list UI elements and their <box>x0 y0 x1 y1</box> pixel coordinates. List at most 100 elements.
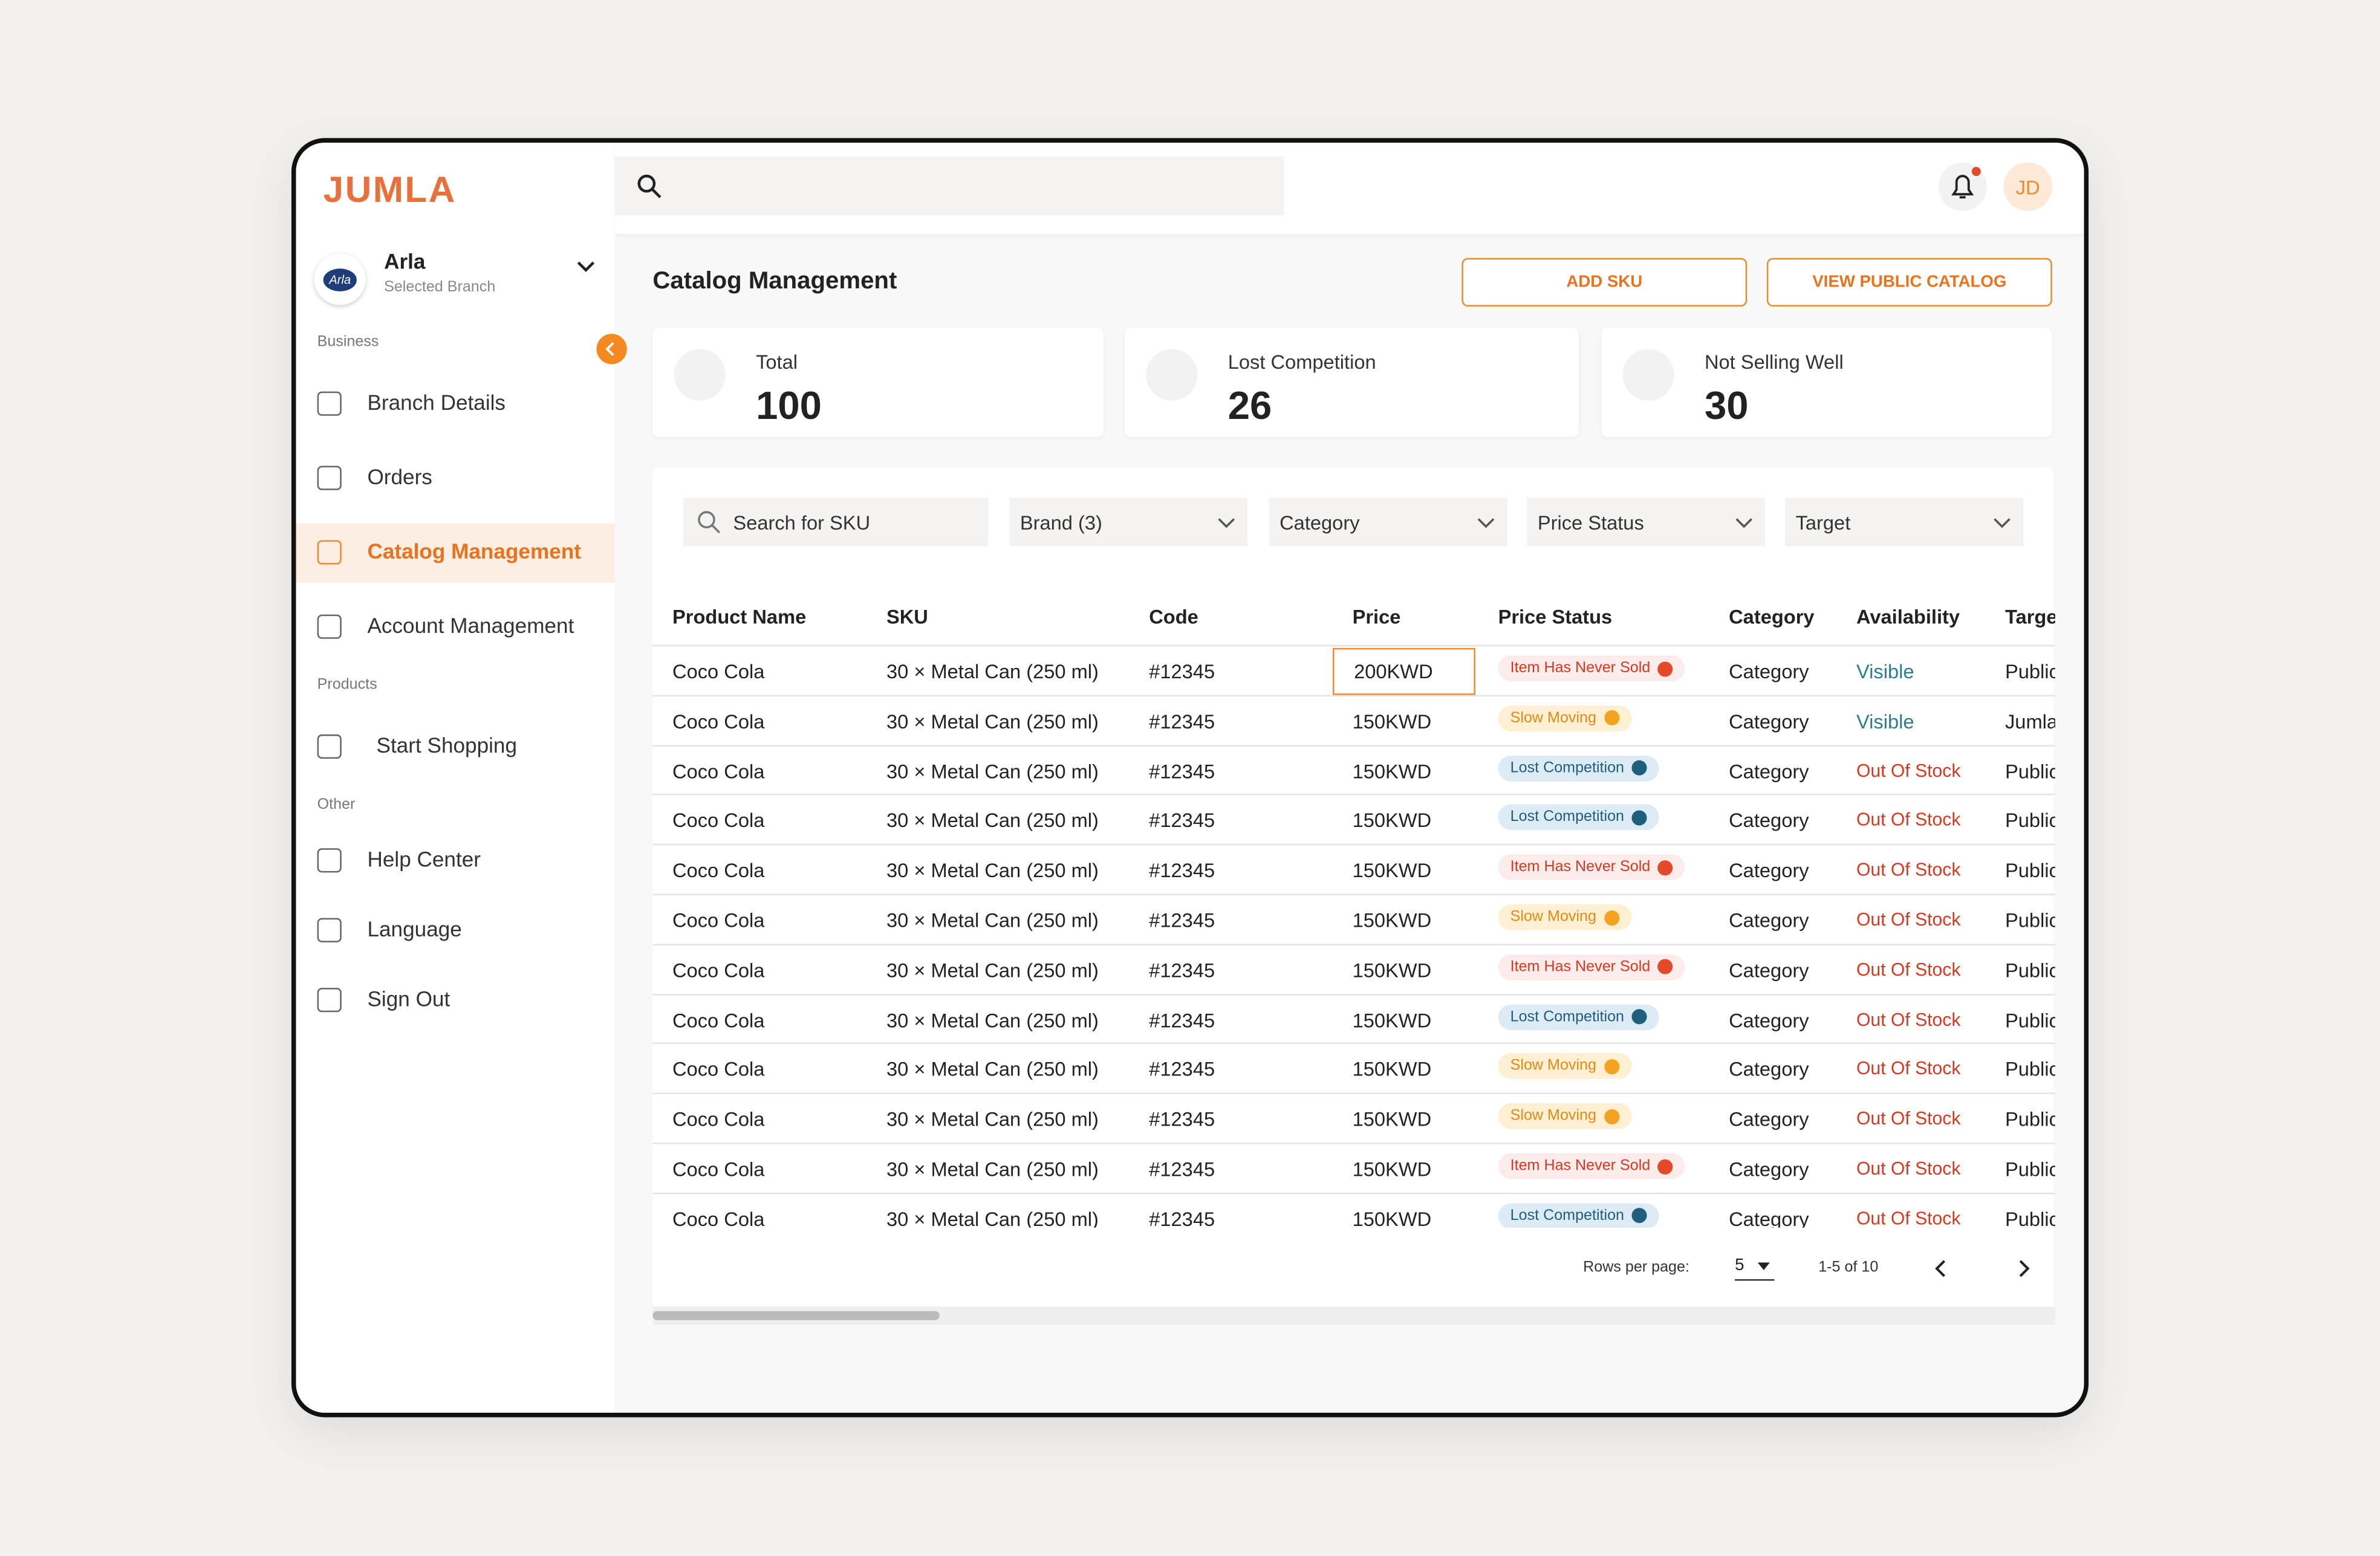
table-cell: Public <box>2004 1107 2055 1131</box>
status-text: Slow Moving <box>1510 909 1596 926</box>
user-avatar[interactable]: JD <box>2003 162 2052 211</box>
table-cell: #12345 <box>1149 1107 1215 1131</box>
top-bar: JD <box>614 142 2084 234</box>
table-cell[interactable]: 150KWD <box>1352 809 1432 832</box>
search-icon <box>698 511 721 534</box>
table-cell: Public <box>2004 958 2055 982</box>
rows-select[interactable]: 5 <box>1735 1256 1775 1281</box>
table-cell: Coco Cola <box>672 958 765 982</box>
next-page[interactable] <box>2016 1259 2031 1277</box>
table-cell: Out Of Stock <box>1856 1107 1961 1130</box>
status-dot <box>1657 860 1673 875</box>
column-header: Target <box>2004 605 2055 629</box>
table-cell: 30 × Metal Can (250 ml) <box>886 1058 1099 1081</box>
prev-page[interactable] <box>1934 1259 1949 1277</box>
stat-label: Lost Competition <box>1227 350 1376 374</box>
nav-item[interactable]: Sign Out <box>367 986 450 1011</box>
table-cell[interactable]: 150KWD <box>1352 1008 1432 1031</box>
table-cell[interactable]: 150KWD <box>1352 1107 1432 1131</box>
add-sku-button[interactable]: ADD SKU <box>1461 258 1748 307</box>
page-title: Catalog Management <box>652 268 897 294</box>
table-cell[interactable]: 150KWD <box>1352 958 1432 982</box>
column-header: Price Status <box>1498 605 1613 629</box>
table-cell: Category <box>1729 958 1809 982</box>
table-cell[interactable]: 150KWD <box>1352 710 1432 733</box>
table-cell: 30 × Metal Can (250 ml) <box>886 1207 1099 1228</box>
status-text: Item Has Never Sold <box>1510 660 1651 677</box>
price-input[interactable]: 200KWD <box>1332 647 1475 695</box>
stat-icon <box>674 349 726 401</box>
status-dot <box>1631 1009 1647 1025</box>
filter-dropdown[interactable]: Category <box>1269 498 1507 546</box>
nav-item[interactable]: Orders <box>367 464 432 489</box>
table-cell: 30 × Metal Can (250 ml) <box>886 809 1099 832</box>
table-cell: Visible <box>1856 710 1914 733</box>
nav-item[interactable]: Catalog Management <box>367 539 581 563</box>
filter-dropdown[interactable]: Brand (3) <box>1009 498 1248 546</box>
table-cell[interactable]: 150KWD <box>1352 1207 1432 1228</box>
table-cell: 30 × Metal Can (250 ml) <box>886 660 1099 683</box>
table-cell[interactable]: 150KWD <box>1352 909 1432 932</box>
status-badge: Slow Moving <box>1498 1054 1631 1080</box>
nav-item[interactable]: Account Management <box>367 613 574 638</box>
nav-icon <box>317 734 342 759</box>
row-divider <box>652 1043 2055 1045</box>
table-cell: Coco Cola <box>672 710 765 733</box>
notifications[interactable] <box>1938 162 1987 211</box>
table-cell: Out Of Stock <box>1856 1207 1961 1228</box>
table-cell[interactable]: 150KWD <box>1352 759 1432 783</box>
table-cell: Category <box>1729 660 1809 683</box>
rows-label: Rows per page: <box>1583 1259 1689 1277</box>
filter-label: Target <box>1795 510 1851 534</box>
table-cell[interactable]: 150KWD <box>1352 1058 1432 1081</box>
table-cell: Coco Cola <box>672 859 765 882</box>
nav-item[interactable]: Help Center <box>367 846 481 871</box>
nav-icon <box>317 465 342 490</box>
scroll-thumb[interactable] <box>652 1311 940 1320</box>
table-cell: 30 × Metal Can (250 ml) <box>886 909 1099 932</box>
table-cell: #12345 <box>1149 909 1215 932</box>
table-cell: #12345 <box>1149 759 1215 783</box>
search-box[interactable] <box>614 156 1284 216</box>
table-cell: Jumla <box>2004 710 2055 733</box>
table-cell: 30 × Metal Can (250 ml) <box>886 1158 1099 1181</box>
table-cell[interactable]: 150KWD <box>1352 1158 1432 1181</box>
table-cell: #12345 <box>1149 958 1215 982</box>
status-dot <box>1604 909 1619 925</box>
table-cell[interactable]: 150KWD <box>1352 859 1432 882</box>
row-divider <box>652 744 2055 746</box>
row-divider <box>652 844 2055 846</box>
nav-item[interactable]: Branch Details <box>367 390 506 415</box>
filter-label: Price Status <box>1537 510 1644 534</box>
nav-item[interactable]: Start Shopping <box>376 733 518 757</box>
table-panel <box>652 467 2054 1325</box>
filter-dropdown[interactable]: Price Status <box>1527 498 1766 546</box>
table-cell: #12345 <box>1149 1058 1215 1081</box>
table-cell: Coco Cola <box>672 759 765 783</box>
column-header: Product Name <box>672 605 807 629</box>
nav-item[interactable]: Language <box>367 916 462 941</box>
row-divider <box>652 993 2055 995</box>
table-cell: #12345 <box>1149 809 1215 832</box>
sku-search[interactable]: Search for SKU <box>683 498 989 546</box>
sidebar: JUMLA Arla Arla Selected Branch Business… <box>296 142 615 1413</box>
table-cell: Public <box>2004 759 2055 783</box>
table-cell: Category <box>1729 759 1809 783</box>
stat-label: Total <box>756 350 798 374</box>
status-badge: Lost Competition <box>1498 1003 1659 1030</box>
status-badge: Item Has Never Sold <box>1498 1153 1685 1179</box>
table-cell: Public <box>2004 1008 2055 1031</box>
status-dot <box>1604 1109 1619 1124</box>
branch-dropdown[interactable] <box>577 259 595 274</box>
nav-section: Business <box>317 334 379 351</box>
branch-sub: Selected Branch <box>384 279 496 296</box>
filter-dropdown[interactable]: Target <box>1784 498 2024 546</box>
row-divider <box>652 1092 2055 1095</box>
status-dot <box>1604 710 1619 726</box>
collapse-button[interactable] <box>596 334 627 365</box>
view-catalog-button[interactable]: VIEW PUBLIC CATALOG <box>1766 258 2052 307</box>
table-cell: 30 × Metal Can (250 ml) <box>886 958 1099 982</box>
nav-active-bg <box>296 524 615 583</box>
status-badge: Item Has Never Sold <box>1498 954 1685 981</box>
